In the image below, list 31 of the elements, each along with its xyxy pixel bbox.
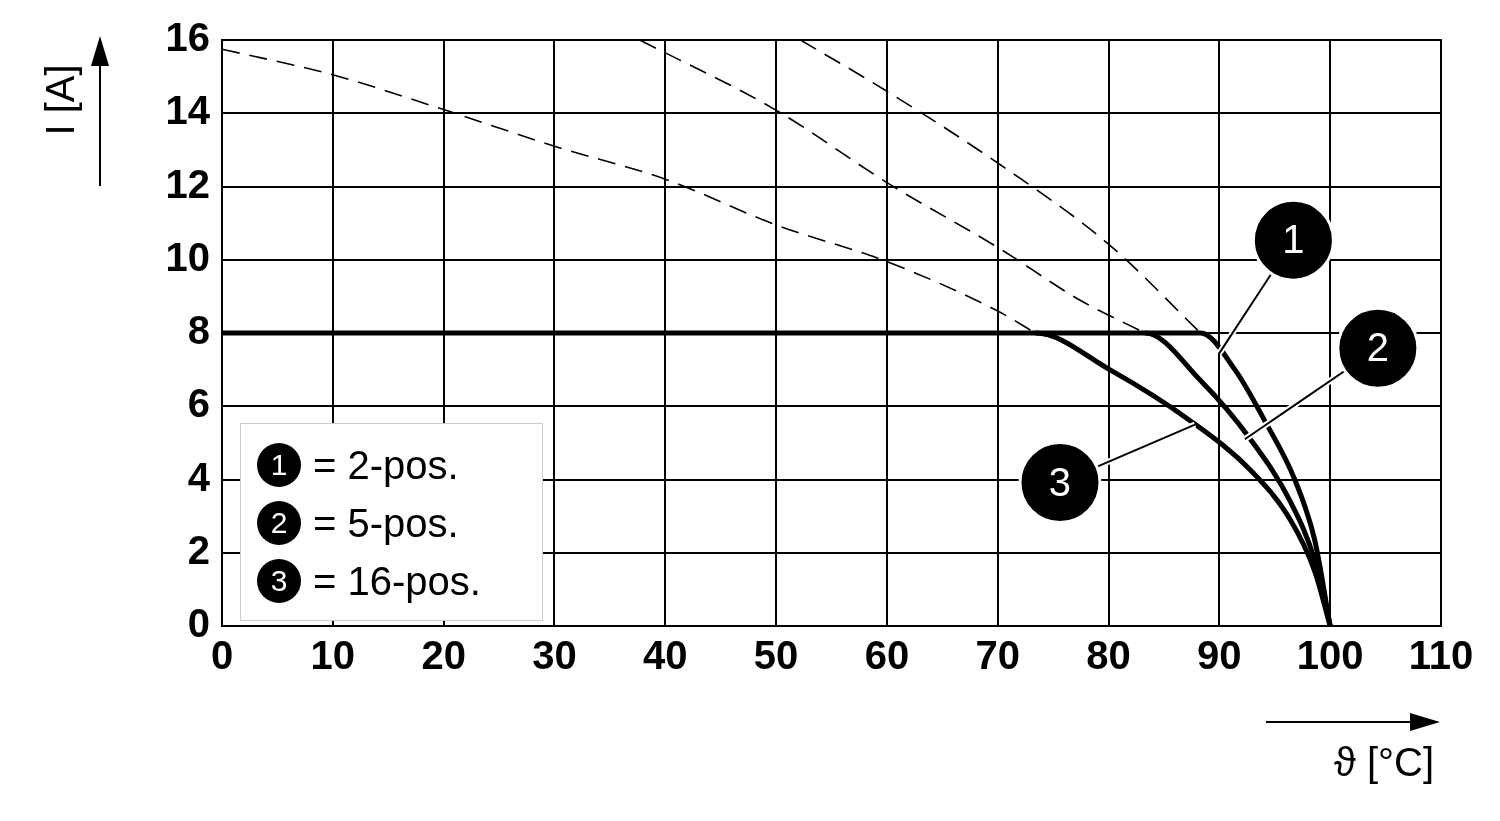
y-tick-label: 0 [187,601,210,646]
x-tick-label: 10 [310,633,356,678]
y-tick-label: 14 [165,88,211,133]
x-axis-title: ϑ [°C] [1333,740,1434,785]
x-tick-label: 20 [421,633,466,678]
annotation: 3 [1048,459,1072,504]
x-tick-label: 40 [643,633,688,678]
x-tick-label: 30 [532,633,577,678]
y-tick-label: 8 [187,308,210,353]
x-tick-label: 80 [1086,633,1131,678]
y-axis-title: I [A] [37,63,83,138]
text: 3 [270,564,288,597]
x-tick-label: 50 [753,633,799,678]
annotation: 1 [1282,217,1305,262]
x-tick-label: 110 [1408,633,1474,678]
y-tick-label: 10 [165,234,210,279]
text: 2 [270,506,288,539]
text: 1 [270,448,288,481]
x-tick-label: 60 [864,633,910,678]
x-tick-label: 100 [1296,633,1364,678]
annotation: 2 [1366,325,1389,370]
legend-label: = 2-pos. [313,442,459,488]
x-tick-label: 70 [975,633,1020,678]
y-tick-label: 16 [165,15,210,60]
y-tick-label: 6 [187,381,210,426]
legend-label: = 5-pos. [313,500,459,546]
legend-label: = 16-pos. [313,558,481,604]
x-tick-label: 90 [1197,633,1242,678]
y-tick-label: 12 [165,161,210,206]
y-tick-label: 4 [187,454,211,499]
y-tick-label: 2 [187,527,210,572]
